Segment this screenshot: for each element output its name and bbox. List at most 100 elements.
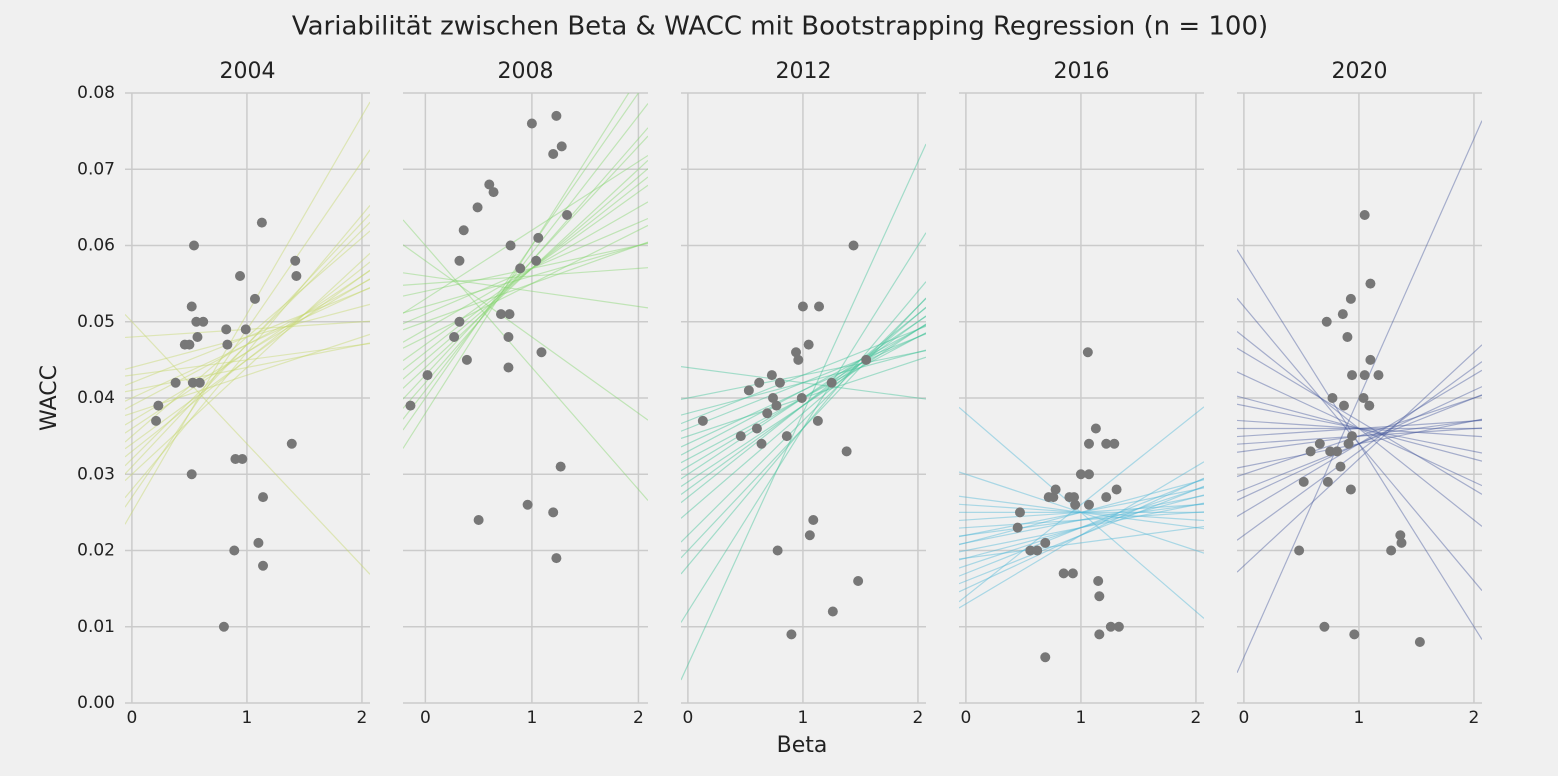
point <box>735 431 746 442</box>
point <box>548 149 559 159</box>
point <box>240 324 251 335</box>
bootstrap-line <box>681 143 926 681</box>
point <box>1359 210 1370 220</box>
point <box>1070 499 1081 510</box>
point <box>551 110 562 121</box>
point <box>1094 591 1105 602</box>
point <box>793 354 804 365</box>
x-tick-label: 2 <box>913 708 924 728</box>
point <box>562 210 573 220</box>
point <box>218 621 229 632</box>
regression-lines <box>403 93 648 501</box>
point <box>1050 484 1061 495</box>
bootstrap-line <box>681 325 926 425</box>
bootstrap-line <box>959 478 1204 577</box>
y-tick-label: 0.03 <box>77 464 115 484</box>
point <box>1347 431 1358 442</box>
point <box>1101 438 1112 449</box>
point <box>1343 438 1354 449</box>
point <box>548 507 559 518</box>
x-tick-label: 1 <box>526 708 537 728</box>
bootstrap-line <box>1237 369 1482 518</box>
y-tick-label: 0.05 <box>77 312 115 332</box>
x-tick-label: 0 <box>1238 708 1249 728</box>
point <box>473 515 484 525</box>
bootstrap-line <box>403 219 648 501</box>
point <box>198 316 209 327</box>
bootstrap-line <box>125 101 370 525</box>
chart-title: Variabilität zwischen Beta & WACC mit Bo… <box>292 12 1268 42</box>
point <box>1075 469 1086 480</box>
point <box>1335 461 1346 472</box>
point <box>1083 438 1094 449</box>
point <box>235 271 246 281</box>
bootstrap-line <box>403 242 648 297</box>
point <box>1396 537 1407 548</box>
bootstrap-line <box>959 502 1204 553</box>
x-tick-label: 1 <box>1354 708 1365 728</box>
panel-title: 2012 <box>776 59 832 84</box>
bootstrap-line <box>125 221 370 467</box>
point <box>405 400 416 411</box>
bootstrap-line <box>403 242 648 314</box>
bootstrap-line <box>959 503 1204 537</box>
point <box>697 415 708 426</box>
bootstrap-line <box>403 103 648 420</box>
bootstrap-line <box>403 93 630 449</box>
point <box>861 354 872 365</box>
point <box>841 446 852 457</box>
point <box>1105 621 1116 632</box>
point <box>1058 568 1069 579</box>
bootstrap-line <box>959 525 1204 560</box>
bootstrap-line <box>403 244 648 421</box>
point <box>1083 469 1094 480</box>
bootstrap-line <box>1237 419 1482 453</box>
point <box>258 492 269 503</box>
point <box>1337 309 1348 320</box>
point <box>192 332 203 342</box>
point <box>1094 629 1105 640</box>
bootstrap-line <box>1237 297 1482 591</box>
bootstrap-line <box>1237 418 1482 469</box>
point <box>1040 652 1051 663</box>
point <box>772 545 783 556</box>
point <box>1101 492 1112 503</box>
point <box>1345 484 1356 495</box>
point <box>249 293 260 304</box>
bootstrap-line <box>681 298 926 543</box>
point <box>743 385 754 396</box>
point <box>290 255 301 266</box>
bootstrap-line <box>403 184 648 362</box>
bootstrap-line <box>1237 331 1482 527</box>
bootstrap-line <box>125 213 370 475</box>
bootstrap-line <box>1237 419 1482 438</box>
bootstrap-line <box>125 333 370 417</box>
point <box>186 301 197 312</box>
bootstrap-line <box>403 168 648 380</box>
x-tick-label: 1 <box>242 708 253 728</box>
bootstrap-line <box>125 278 370 410</box>
point <box>1365 278 1376 289</box>
x-tick-label: 1 <box>1076 708 1087 728</box>
bootstrap-line <box>959 494 1204 545</box>
point <box>170 377 181 388</box>
bootstrap-line <box>681 349 926 416</box>
point <box>1048 492 1059 503</box>
point <box>804 530 815 541</box>
point <box>766 370 777 381</box>
point <box>184 339 195 350</box>
point <box>186 469 197 480</box>
point <box>253 537 264 548</box>
point <box>258 560 269 571</box>
bootstrap-line <box>125 287 370 387</box>
y-tick-label: 0.02 <box>77 541 115 561</box>
x-tick-label: 0 <box>682 708 693 728</box>
bootstrap-line <box>1237 249 1482 640</box>
point <box>291 271 302 281</box>
point <box>774 377 785 388</box>
point <box>556 141 567 152</box>
bootstrap-line <box>959 503 1204 522</box>
bootstrap-line <box>125 278 370 426</box>
bootstrap-line <box>125 261 370 458</box>
bootstrap-line <box>403 127 648 409</box>
